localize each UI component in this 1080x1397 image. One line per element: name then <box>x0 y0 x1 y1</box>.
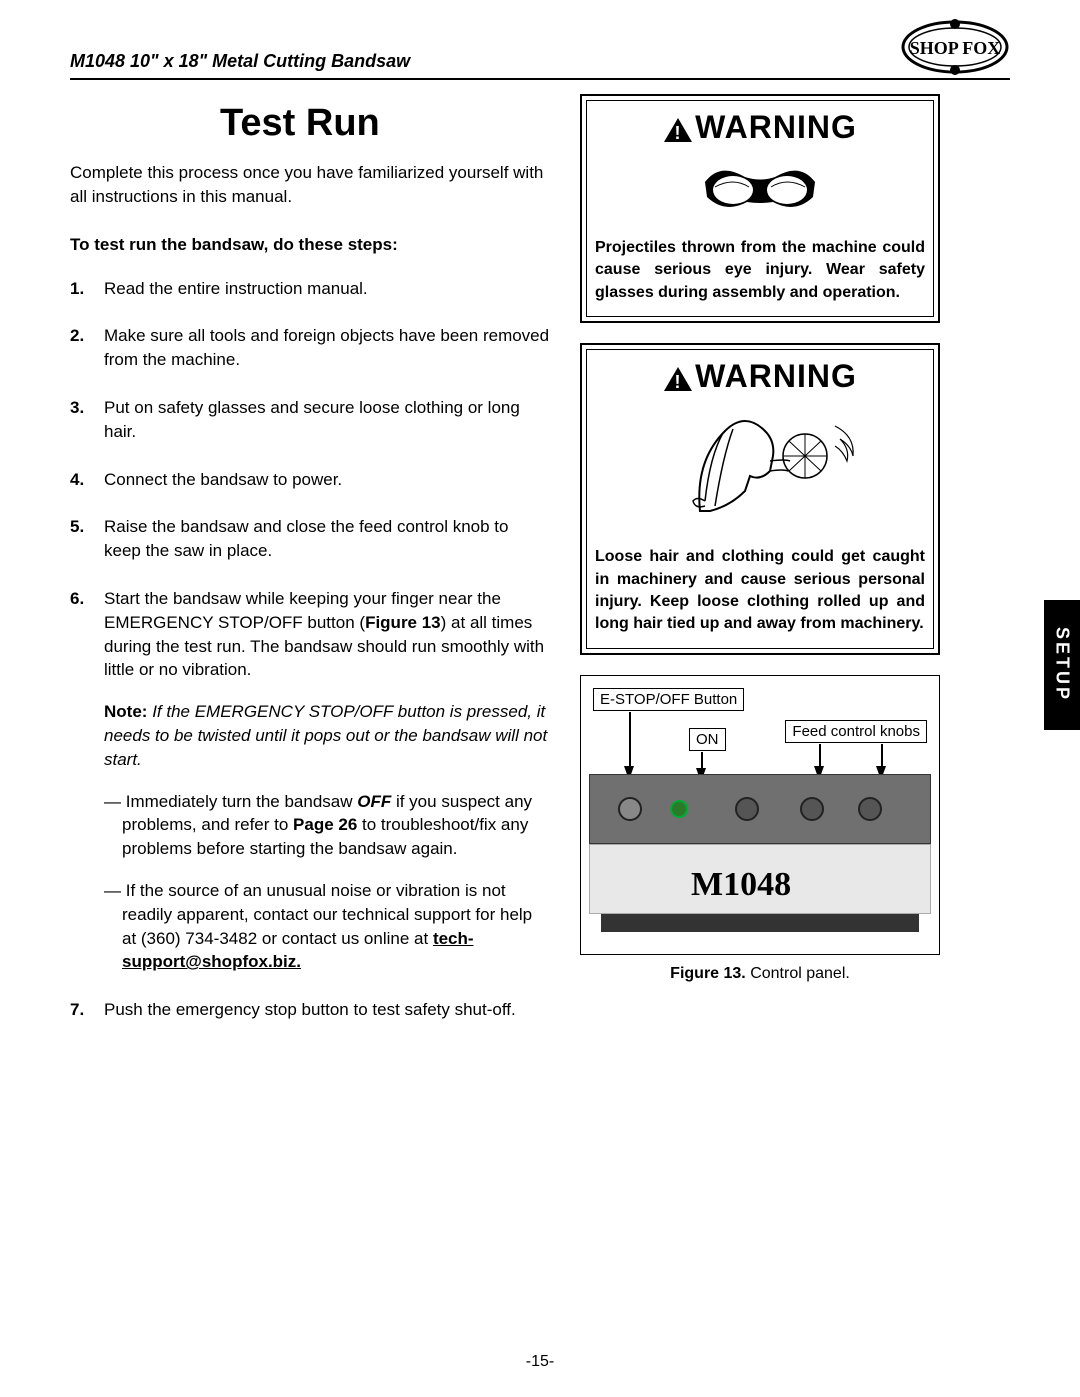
warning-triangle-icon: ! <box>663 117 693 143</box>
figure-caption-text: Control panel. <box>746 965 850 982</box>
shopfox-logo-icon: SHOP FOX <box>900 18 1010 76</box>
step-6-figure-ref: Figure 13 <box>365 613 441 632</box>
figure-caption-label: Figure 13. <box>670 965 746 982</box>
svg-text:!: ! <box>675 123 682 143</box>
control-panel-strip <box>589 774 931 844</box>
note: Note: If the EMERGENCY STOP/OFF button i… <box>104 700 550 771</box>
warning-box-hair: ! WARNING <box>580 343 940 655</box>
callout-on: ON <box>689 728 726 751</box>
warning-triangle-icon: ! <box>663 366 693 392</box>
right-column: ! WARNING Projectiles thrown from the ma… <box>580 94 940 1046</box>
warning-heading-text-1: WARNING <box>695 109 857 145</box>
step-5: Raise the bandsaw and close the feed con… <box>70 515 550 563</box>
dash-item-2: — If the source of an unusual noise or v… <box>104 879 550 974</box>
dash1-page: Page 26 <box>293 815 357 834</box>
warning-heading-hair: ! WARNING <box>595 358 925 395</box>
dash1-a: — Immediately turn the bandsaw <box>104 792 357 811</box>
page-number: -15- <box>0 1353 1080 1371</box>
step-6: Start the bandsaw while keeping your fin… <box>70 587 550 974</box>
intro-text: Complete this process once you have fami… <box>70 161 550 209</box>
callout-feed: Feed control knobs <box>785 720 927 743</box>
warning-inner-eye: ! WARNING Projectiles thrown from the ma… <box>586 100 934 317</box>
step-7: Push the emergency stop button to test s… <box>70 998 550 1022</box>
svg-text:!: ! <box>675 372 682 392</box>
figure-control-panel: E-STOP/OFF Button ON Feed control knobs <box>580 675 940 955</box>
note-label: Note: <box>104 702 147 721</box>
warning-inner-hair: ! WARNING <box>586 349 934 649</box>
step-4: Connect the bandsaw to power. <box>70 468 550 492</box>
step-1: Read the entire instruction manual. <box>70 277 550 301</box>
model-label: M1048 <box>691 866 791 904</box>
dash-item-1: — Immediately turn the bandsaw OFF if yo… <box>104 790 550 861</box>
page-title: Test Run <box>220 102 550 145</box>
figure-caption: Figure 13. Control panel. <box>580 965 940 983</box>
brand-logo: SHOP FOX <box>900 18 1010 81</box>
steps-heading: To test run the bandsaw, do these steps: <box>70 235 550 255</box>
loose-hair-icon <box>595 401 925 536</box>
section-tab: SETUP <box>1044 600 1080 730</box>
warning-text-hair: Loose hair and clothing could get caught… <box>595 546 925 636</box>
feed-knob-1 <box>800 797 824 821</box>
safety-glasses-icon <box>595 152 925 227</box>
left-column: Test Run Complete this process once you … <box>70 94 550 1046</box>
product-title: M1048 10" x 18" Metal Cutting Bandsaw <box>70 51 410 72</box>
step-2: Make sure all tools and foreign objects … <box>70 324 550 372</box>
arrow-line <box>629 712 631 770</box>
warning-heading-eye: ! WARNING <box>595 109 925 146</box>
step-3: Put on safety glasses and secure loose c… <box>70 396 550 444</box>
warning-text-eye: Projectiles thrown from the machine coul… <box>595 237 925 304</box>
note-body: If the EMERGENCY STOP/OFF button is pres… <box>104 702 547 769</box>
page-header: M1048 10" x 18" Metal Cutting Bandsaw SH… <box>70 30 1010 80</box>
content: Test Run Complete this process once you … <box>70 94 1010 1046</box>
estop-knob <box>618 797 642 821</box>
warning-box-eye: ! WARNING Projectiles thrown from the ma… <box>580 94 940 323</box>
warning-heading-text-2: WARNING <box>695 358 857 394</box>
on-button <box>670 800 688 818</box>
callout-estop: E-STOP/OFF Button <box>593 688 744 711</box>
dash1-off: OFF <box>357 792 391 811</box>
page: M1048 10" x 18" Metal Cutting Bandsaw SH… <box>0 0 1080 1397</box>
brand-text: SHOP FOX <box>910 38 1001 58</box>
indicator-knob <box>735 797 759 821</box>
feed-knob-2 <box>858 797 882 821</box>
steps-list: Read the entire instruction manual. Make… <box>70 277 550 1022</box>
ruler-strip <box>601 914 919 932</box>
